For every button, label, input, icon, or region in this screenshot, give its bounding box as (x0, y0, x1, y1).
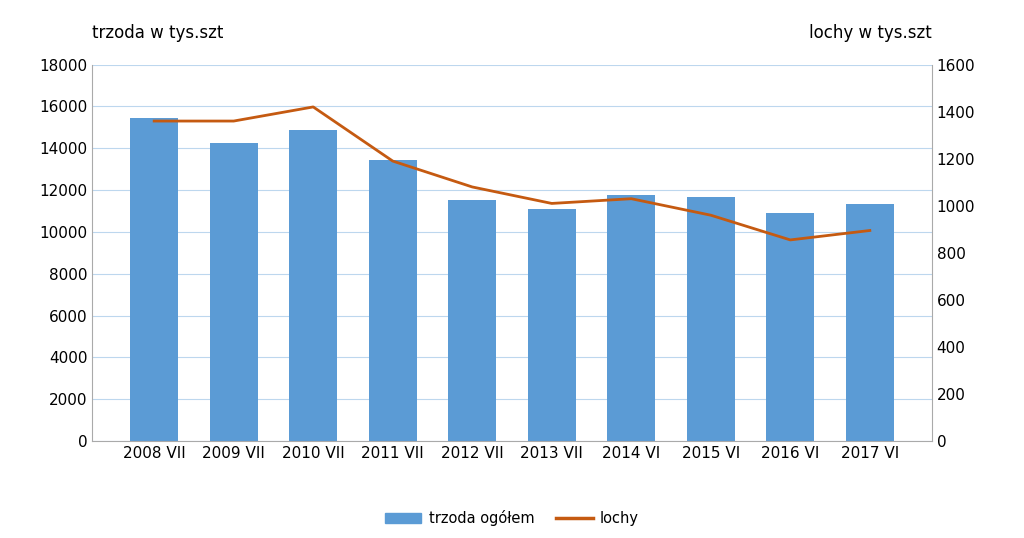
Legend: trzoda ogółem, lochy: trzoda ogółem, lochy (379, 504, 645, 532)
Bar (607, 195, 655, 441)
Bar (130, 118, 178, 441)
Bar (766, 213, 814, 441)
Bar (846, 204, 894, 441)
Bar (449, 200, 496, 441)
Bar (210, 143, 258, 441)
Text: lochy w tys.szt: lochy w tys.szt (809, 24, 932, 42)
Text: trzoda w tys.szt: trzoda w tys.szt (92, 24, 223, 42)
Bar (369, 160, 417, 441)
Bar (290, 130, 337, 441)
Bar (528, 209, 575, 441)
Bar (687, 197, 734, 441)
